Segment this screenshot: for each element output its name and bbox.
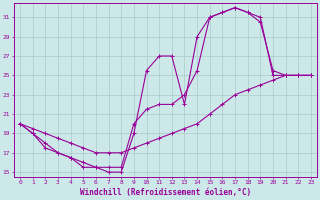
X-axis label: Windchill (Refroidissement éolien,°C): Windchill (Refroidissement éolien,°C) bbox=[80, 188, 251, 197]
